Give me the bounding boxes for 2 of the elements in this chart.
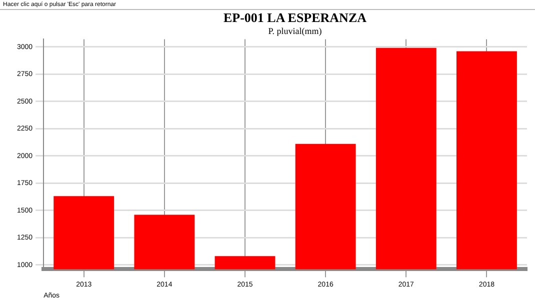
chart-title: EP-001 LA ESPERANZA (222, 10, 368, 26)
chart-subtitle: P. pluvial(mm) (267, 26, 323, 36)
